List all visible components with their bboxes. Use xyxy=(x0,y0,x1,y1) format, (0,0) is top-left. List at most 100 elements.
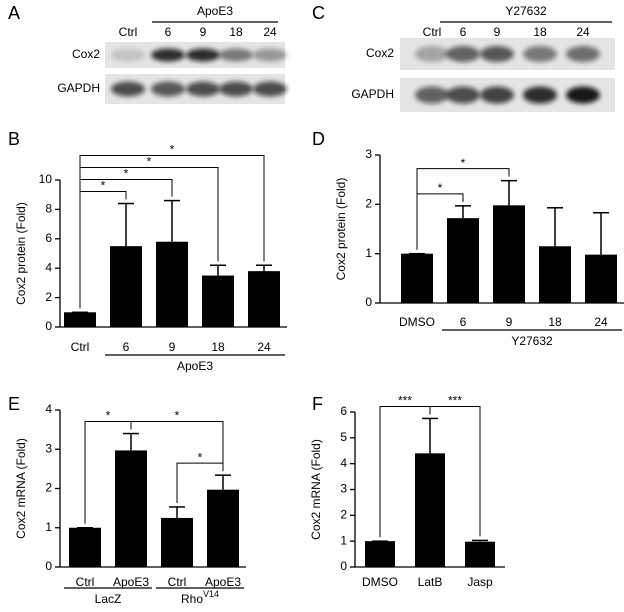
lane-label: 18 xyxy=(229,25,243,39)
band xyxy=(186,48,220,62)
band xyxy=(111,48,145,62)
x-tick-label: 6 xyxy=(123,340,130,354)
y-tick-label: 6 xyxy=(340,404,347,418)
x-tick-label: Ctrl xyxy=(71,340,90,354)
bar xyxy=(493,205,525,303)
error-bar xyxy=(169,506,185,518)
y-axis-label: Cox2 protein (Fold) xyxy=(14,202,28,305)
row-label: Cox2 xyxy=(72,47,100,61)
significance-bracket xyxy=(429,405,481,537)
x-tick-label: 9 xyxy=(169,340,176,354)
y-tick-label: 10 xyxy=(39,172,53,186)
bar xyxy=(202,275,234,327)
error-bar xyxy=(472,539,488,542)
bar xyxy=(465,541,495,567)
group-label: RhoV14 xyxy=(181,589,219,606)
y-tick-label: 0 xyxy=(45,319,52,333)
bar xyxy=(415,453,445,567)
error-bar xyxy=(164,199,180,242)
panel-letter: C xyxy=(312,3,325,23)
error-bar xyxy=(501,179,517,206)
lane-label: 24 xyxy=(576,25,590,39)
bar xyxy=(156,241,188,327)
bar xyxy=(161,517,193,567)
y-tick-label: 3 xyxy=(45,441,52,455)
panel-letter: E xyxy=(8,394,20,414)
lane-label: Ctrl xyxy=(119,25,138,39)
bar xyxy=(585,254,617,303)
y-tick-label: 1 xyxy=(365,246,372,260)
panel-letter: A xyxy=(8,3,20,23)
y-tick-label: 0 xyxy=(340,559,347,573)
significance-label: * xyxy=(461,156,466,170)
significance-label: *** xyxy=(448,394,462,408)
y-tick-label: 6 xyxy=(45,231,52,245)
blot-header: Y27632 xyxy=(505,4,547,18)
x-tick-label: 9 xyxy=(506,315,513,329)
group-label-text: LacZ xyxy=(95,592,122,606)
y-tick-label: 1 xyxy=(340,533,347,547)
y-tick-label: 3 xyxy=(365,147,372,161)
group-label-sup: V14 xyxy=(203,589,219,599)
bar xyxy=(64,312,96,327)
band xyxy=(523,86,557,104)
row-label: GAPDH xyxy=(351,87,394,101)
y-tick-label: 4 xyxy=(340,456,347,470)
x-tick-label: 24 xyxy=(257,340,271,354)
band xyxy=(523,46,557,62)
bar xyxy=(401,253,433,303)
significance-bracket xyxy=(130,421,224,472)
lane-label: 6 xyxy=(165,25,172,39)
y-tick-label: 8 xyxy=(45,202,52,216)
band xyxy=(446,86,480,104)
band xyxy=(253,48,287,62)
x-tick-label: DMSO xyxy=(399,315,435,329)
band xyxy=(151,48,185,62)
band xyxy=(186,81,220,97)
group-label: Y27632 xyxy=(511,334,553,348)
lane-label: 6 xyxy=(460,25,467,39)
bar xyxy=(447,218,479,303)
significance-label: * xyxy=(170,143,175,157)
y-tick-label: 2 xyxy=(365,197,372,211)
row-label: GAPDH xyxy=(57,81,100,95)
error-bar xyxy=(422,417,438,454)
y-tick-label: 0 xyxy=(45,559,52,573)
group-label: ApoE3 xyxy=(177,359,213,373)
band xyxy=(151,81,185,97)
error-bar xyxy=(455,205,471,219)
band xyxy=(253,81,287,97)
bar xyxy=(248,271,280,327)
x-tick-label: LatB xyxy=(418,575,443,589)
error-bar xyxy=(118,202,134,247)
y-axis-label: Cox2 mRNA (Fold) xyxy=(309,439,323,540)
x-tick-label: 18 xyxy=(548,315,562,329)
group-label-text: ApoE3 xyxy=(177,359,213,373)
x-tick-label: 18 xyxy=(211,340,225,354)
significance-label: * xyxy=(175,409,180,423)
band xyxy=(415,86,449,104)
lane-label: 9 xyxy=(494,25,501,39)
error-bar xyxy=(256,264,272,272)
band xyxy=(566,86,600,104)
error-bar xyxy=(215,474,231,490)
blot-header: ApoE3 xyxy=(197,4,233,18)
y-tick-label: 2 xyxy=(45,290,52,304)
y-tick-label: 5 xyxy=(340,430,347,444)
error-bar xyxy=(547,207,563,247)
error-bar xyxy=(593,211,609,255)
bar xyxy=(539,246,571,303)
significance-label: * xyxy=(198,450,203,464)
lane-label: 24 xyxy=(263,25,277,39)
bar xyxy=(115,450,147,567)
lane-label: 9 xyxy=(200,25,207,39)
band xyxy=(219,81,253,97)
x-tick-label: 6 xyxy=(460,315,467,329)
group-label-text: Y27632 xyxy=(511,334,553,348)
x-tick-label: Ctrl xyxy=(76,575,95,589)
x-tick-label: 24 xyxy=(594,315,608,329)
significance-label: * xyxy=(101,179,106,193)
significance-label: * xyxy=(147,155,152,169)
band xyxy=(566,46,600,62)
